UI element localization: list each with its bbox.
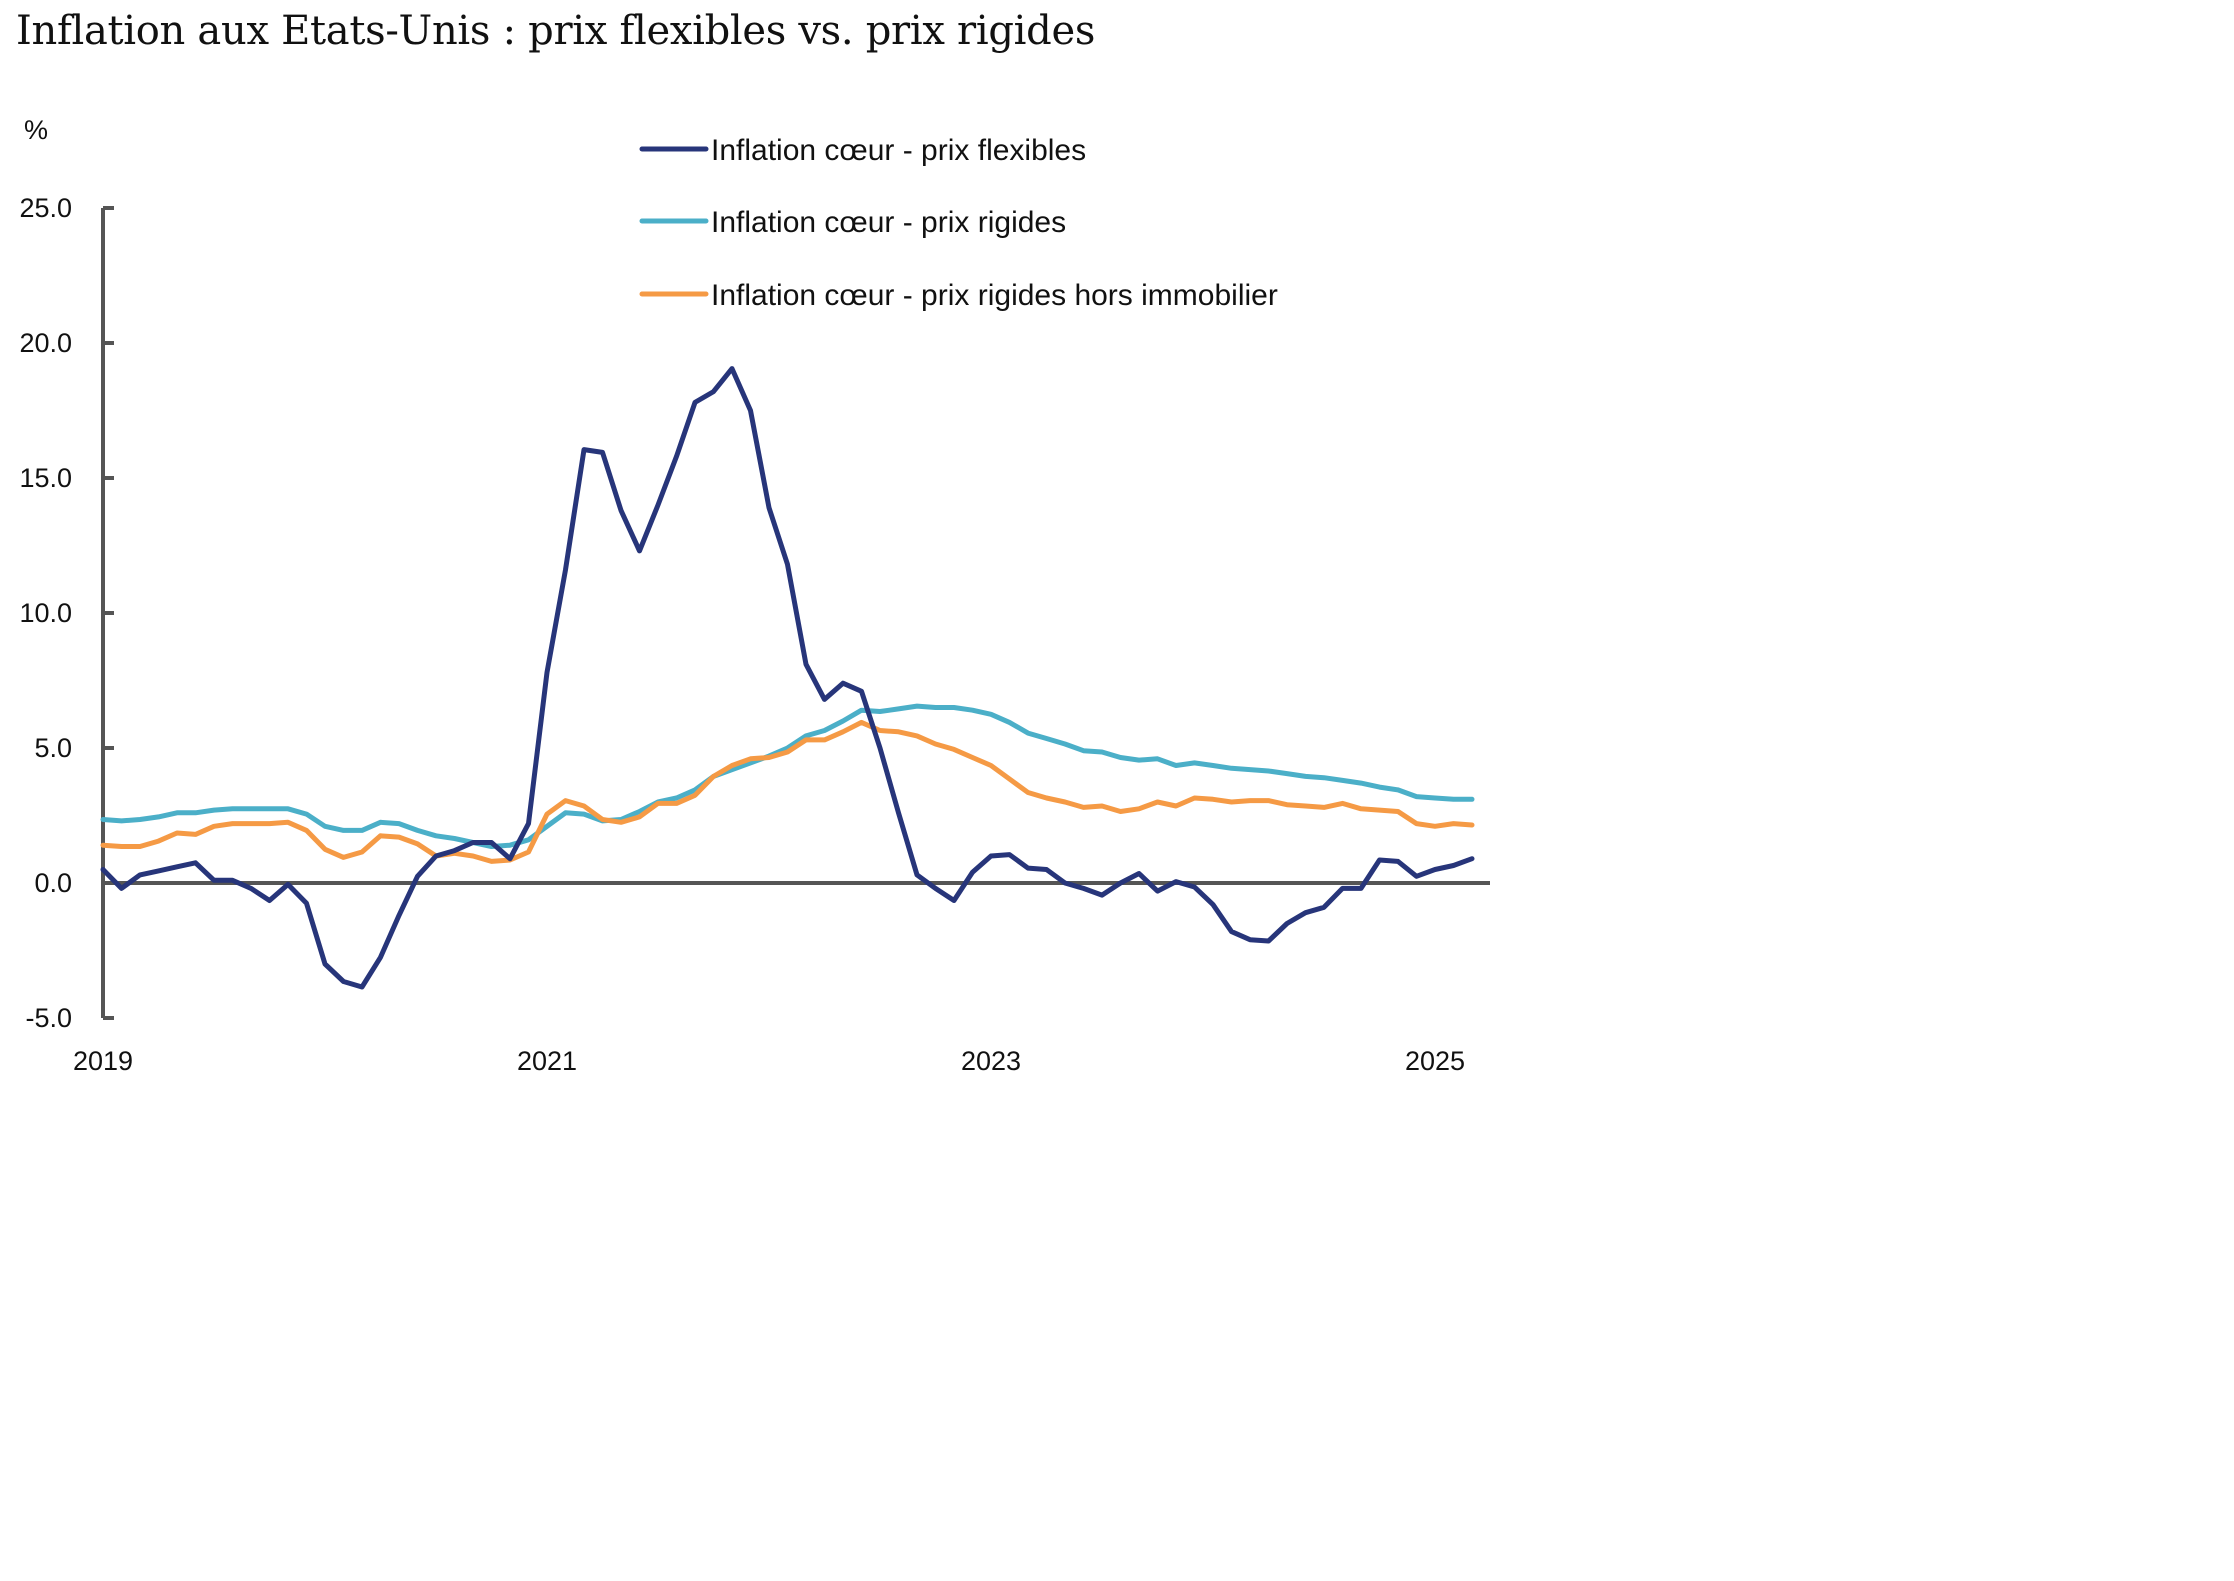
y-unit-label: %: [24, 115, 48, 145]
x-tick-label: 2025: [1405, 1046, 1465, 1076]
y-tick-label: 0.0: [34, 868, 72, 898]
legend-label: Inflation cœur - prix rigides: [711, 206, 1066, 239]
y-tick-label: 25.0: [19, 193, 72, 223]
series-line-1: [100, 366, 1475, 990]
y-axis: 25.0 20.0 15.0 10.0 5.0 0.0 -5.0: [19, 193, 114, 1033]
series-line-3: [100, 719, 1475, 864]
legend: Inflation cœur - prix flexibles Inflation…: [639, 134, 1278, 312]
x-tick-label: 2019: [73, 1046, 133, 1076]
series-lines: [100, 366, 1475, 990]
series-line-2: [100, 703, 1475, 849]
x-axis: 2019 2021 2023 2025: [73, 881, 1490, 1076]
x-tick-label: 2023: [961, 1046, 1021, 1076]
y-tick-label: 10.0: [19, 598, 72, 628]
y-tick-label: -5.0: [25, 1003, 72, 1033]
legend-label: Inflation cœur - prix rigides hors immob…: [711, 279, 1278, 312]
y-tick-label: 15.0: [19, 463, 72, 493]
chart-canvas: % 25.0 20.0 15.0 10.0 5.0 0.0 -5.0 2019 2021 202…: [19, 115, 1490, 1076]
legend-label: Inflation cœur - prix flexibles: [711, 134, 1086, 167]
chart-title: Inflation aux Etats-Unis : prix flexible…: [16, 8, 1096, 54]
x-tick-label: 2021: [517, 1046, 577, 1076]
y-tick-label: 5.0: [34, 733, 72, 763]
y-tick-label: 20.0: [19, 328, 72, 358]
